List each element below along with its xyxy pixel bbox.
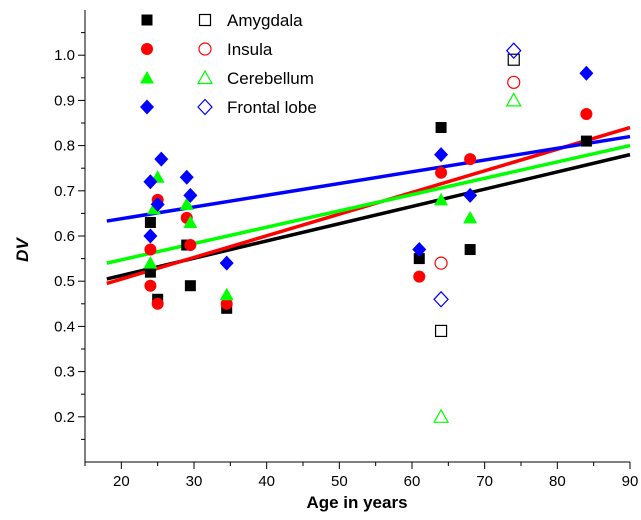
open-point-amygdala <box>434 324 448 338</box>
y-tick-label: 0.9 <box>54 92 75 109</box>
open-point-cerebellum <box>505 92 522 107</box>
legend-label-insula: Insula <box>227 40 273 59</box>
legend-label-amygdala: Amygdala <box>227 11 303 30</box>
y-tick-label: 0.4 <box>54 318 75 335</box>
y-tick-label: 0.6 <box>54 228 75 245</box>
open-point-insula <box>507 75 521 89</box>
point-frontal-lobe <box>463 187 478 203</box>
point-insula <box>435 166 448 179</box>
legend-open-marker-insula <box>198 42 212 56</box>
open-point-cerebellum <box>433 408 450 423</box>
point-amygdala <box>435 122 447 134</box>
point-amygdala <box>464 244 476 256</box>
legend: Amygdala Insula Cerebellum Frontal lobe <box>140 11 317 117</box>
x-tick-label: 30 <box>186 473 203 490</box>
data-points <box>143 42 594 423</box>
point-insula <box>144 279 157 292</box>
x-tick-label: 80 <box>549 473 566 490</box>
point-frontal-lobe <box>143 228 158 244</box>
x-tick-label: 90 <box>622 473 639 490</box>
point-frontal-lobe <box>579 65 594 81</box>
open-point-insula <box>434 256 448 270</box>
point-cerebellum <box>183 215 198 228</box>
point-frontal-lobe <box>434 147 449 163</box>
point-cerebellum <box>143 256 158 269</box>
y-tick-label: 1.0 <box>54 47 75 64</box>
point-frontal-lobe <box>412 242 427 258</box>
y-tick-label: 0.8 <box>54 138 75 155</box>
legend-label-cerebellum: Cerebellum <box>227 69 314 88</box>
legend-label-frontal-lobe: Frontal lobe <box>227 98 317 117</box>
point-frontal-lobe <box>143 174 158 190</box>
point-frontal-lobe <box>154 151 169 167</box>
open-point-frontal-lobe <box>433 290 449 308</box>
y-axis-title: DV <box>13 237 32 262</box>
point-frontal-lobe <box>179 169 194 185</box>
x-tick-label: 20 <box>113 473 130 490</box>
legend-filled-marker-cerebellum <box>140 71 154 84</box>
x-tick-label: 40 <box>258 473 275 490</box>
open-point-amygdala <box>507 53 520 66</box>
y-tick-label: 0.2 <box>54 409 75 426</box>
point-insula <box>151 297 164 310</box>
y-tick-label: 0.3 <box>54 364 75 381</box>
y-tick-label: 0.5 <box>54 273 75 290</box>
point-amygdala <box>580 135 592 147</box>
legend-open-marker-cerebellum <box>196 69 214 85</box>
x-axis-title: Age in years <box>306 493 407 512</box>
legend-open-marker-amygdala <box>198 13 212 27</box>
point-frontal-lobe <box>183 187 198 203</box>
point-insula <box>413 270 426 283</box>
point-insula <box>220 297 233 310</box>
axes: 20 30 40 50 60 70 80 90 0.2 0.3 0.4 0.5 0.6 0.7 0.8 0.9… <box>54 10 638 490</box>
point-insula <box>580 107 593 120</box>
point-cerebellum <box>219 287 234 301</box>
x-tick-label: 70 <box>476 473 493 490</box>
legend-filled-marker-insula <box>141 43 153 55</box>
point-amygdala <box>144 216 156 228</box>
open-point-frontal-lobe <box>505 42 522 60</box>
point-cerebellum <box>179 197 194 210</box>
y-tick-label: 0.7 <box>54 183 75 200</box>
x-tick-label: 50 <box>331 473 348 490</box>
point-insula <box>144 243 157 256</box>
legend-filled-marker-frontal-lobe <box>140 99 154 115</box>
fit-line-frontal-lobe <box>106 134 631 223</box>
point-frontal-lobe <box>150 196 165 212</box>
point-cerebellum <box>434 192 449 206</box>
point-amygdala <box>144 266 156 278</box>
point-frontal-lobe <box>219 255 234 271</box>
legend-filled-marker-amygdala <box>141 14 153 26</box>
point-amygdala <box>184 280 196 292</box>
point-cerebellum <box>463 210 478 224</box>
point-insula <box>464 153 477 166</box>
fit-lines <box>106 125 631 286</box>
point-insula <box>184 239 197 252</box>
x-tick-label: 60 <box>404 473 421 490</box>
legend-open-marker-frontal-lobe <box>197 98 213 116</box>
point-amygdala <box>413 253 425 265</box>
